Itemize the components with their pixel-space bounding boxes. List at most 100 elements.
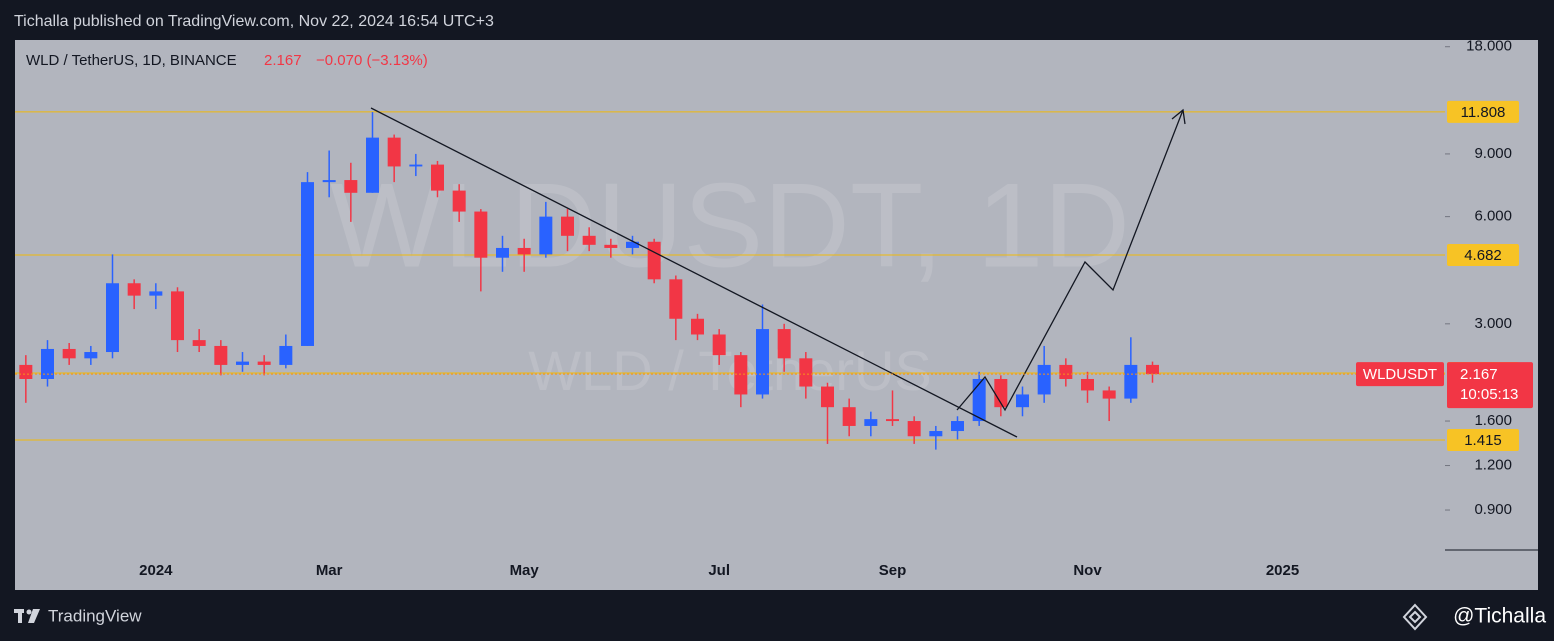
candle-body xyxy=(1081,378,1094,391)
plot xyxy=(15,111,1445,450)
icon-part xyxy=(1408,610,1422,624)
x-tick-label: Jul xyxy=(708,562,730,579)
candle-body xyxy=(994,378,1008,408)
candle-body xyxy=(496,247,509,258)
icon-part xyxy=(1402,603,1428,631)
candle-body xyxy=(907,421,921,437)
y-tick-label: 6.000 xyxy=(1474,208,1512,225)
candle-body xyxy=(669,279,683,319)
x-tick-label: May xyxy=(510,562,540,579)
header: Tichalla published on TradingView.com, N… xyxy=(14,13,494,30)
y-tick-label: 3.000 xyxy=(1474,315,1512,332)
candle-body xyxy=(647,241,661,280)
y-tick-label: 1.200 xyxy=(1474,457,1512,474)
candle-body xyxy=(799,358,813,387)
candle-body xyxy=(517,247,531,255)
candle-body xyxy=(821,386,834,408)
candle-body xyxy=(604,244,618,248)
candle-body xyxy=(344,180,358,193)
symbol-box xyxy=(1356,362,1444,387)
candle-body xyxy=(106,283,119,353)
candle-body xyxy=(951,421,964,432)
candle-body xyxy=(84,352,98,359)
candle-body xyxy=(756,329,769,395)
candle-body xyxy=(1124,364,1138,399)
y-tick-label: 9.000 xyxy=(1474,145,1512,162)
candle-body xyxy=(474,211,488,258)
candle-body xyxy=(257,361,271,365)
level-label: 11.808 xyxy=(1461,104,1506,121)
level-label-box xyxy=(1447,243,1519,266)
candle-body xyxy=(41,348,54,379)
last-price-label: 2.167 xyxy=(1460,366,1498,383)
x-tick-label: Sep xyxy=(879,562,907,579)
candle-body xyxy=(539,216,553,255)
x-tick-label: 2025 xyxy=(1266,562,1299,579)
symbol-label: WLDUSDT xyxy=(1363,366,1437,383)
candle-body xyxy=(62,348,76,359)
candle-body xyxy=(1037,364,1051,395)
candle-body xyxy=(842,407,856,426)
watermark: WLDUSDT, 1D xyxy=(330,159,1130,293)
candle-body xyxy=(886,419,899,422)
level-label: 1.415 xyxy=(1464,432,1502,449)
candle-body xyxy=(734,355,748,395)
candle-body xyxy=(972,378,986,422)
candle-body xyxy=(409,164,423,167)
level-label-box xyxy=(1447,429,1519,452)
level-label: 4.682 xyxy=(1464,247,1502,264)
watermark-subtitle: WLD / TetherUS xyxy=(528,339,932,402)
trend-line xyxy=(370,107,1018,438)
logo-part xyxy=(26,609,32,615)
candle-body xyxy=(214,345,228,365)
candle-body xyxy=(864,419,878,426)
candle-body xyxy=(1059,364,1073,379)
candle-body xyxy=(626,241,639,248)
legend-symbol: WLD / TetherUS, 1D, BINANCE xyxy=(26,52,237,69)
y-tick-label: 0.900 xyxy=(1474,501,1512,518)
candle-body xyxy=(1102,390,1116,399)
candle-body xyxy=(582,235,596,245)
countdown-label: 10:05:13 xyxy=(1460,386,1518,403)
y-tick-label: 1.600 xyxy=(1474,412,1512,429)
candle-body xyxy=(1146,364,1159,375)
candle-body xyxy=(301,182,314,346)
candle-body xyxy=(192,340,206,346)
logo-part xyxy=(18,609,22,623)
footer-author: @Tichalla xyxy=(1453,605,1546,628)
candle-body xyxy=(712,334,726,356)
candle-body xyxy=(279,345,293,365)
candle-body xyxy=(366,137,379,193)
candle-body xyxy=(452,190,466,212)
projection-path xyxy=(956,109,1184,412)
candle-body xyxy=(1016,394,1029,408)
candle-body xyxy=(19,364,33,379)
arrow-head xyxy=(1171,108,1186,125)
candle-body xyxy=(171,291,184,341)
candle-body xyxy=(691,318,704,335)
last-price-box xyxy=(1447,362,1533,409)
x-tick-label: Mar xyxy=(316,562,343,579)
candle-body xyxy=(149,291,163,296)
x-tick-label: Nov xyxy=(1073,562,1102,579)
logo-part xyxy=(28,609,40,623)
candle-body xyxy=(127,283,141,296)
legend-change: −0.070 (−3.13%) xyxy=(316,52,428,69)
legend-price: 2.167 xyxy=(264,52,302,69)
candle-body xyxy=(387,137,401,167)
level-label-box xyxy=(1447,100,1519,123)
drawings xyxy=(370,107,1186,438)
candle-body xyxy=(322,180,336,183)
candle-body xyxy=(431,164,444,191)
candle-body xyxy=(777,329,791,359)
candle-body xyxy=(561,216,574,236)
y-tick-label: 18.000 xyxy=(1466,38,1512,55)
x-tick-label: 2024 xyxy=(139,562,173,579)
footer-brand: TradingView xyxy=(48,606,142,625)
candle-body xyxy=(929,431,943,437)
candle-body xyxy=(236,361,249,365)
footer-logo xyxy=(14,609,40,623)
author-icon xyxy=(1402,603,1428,631)
